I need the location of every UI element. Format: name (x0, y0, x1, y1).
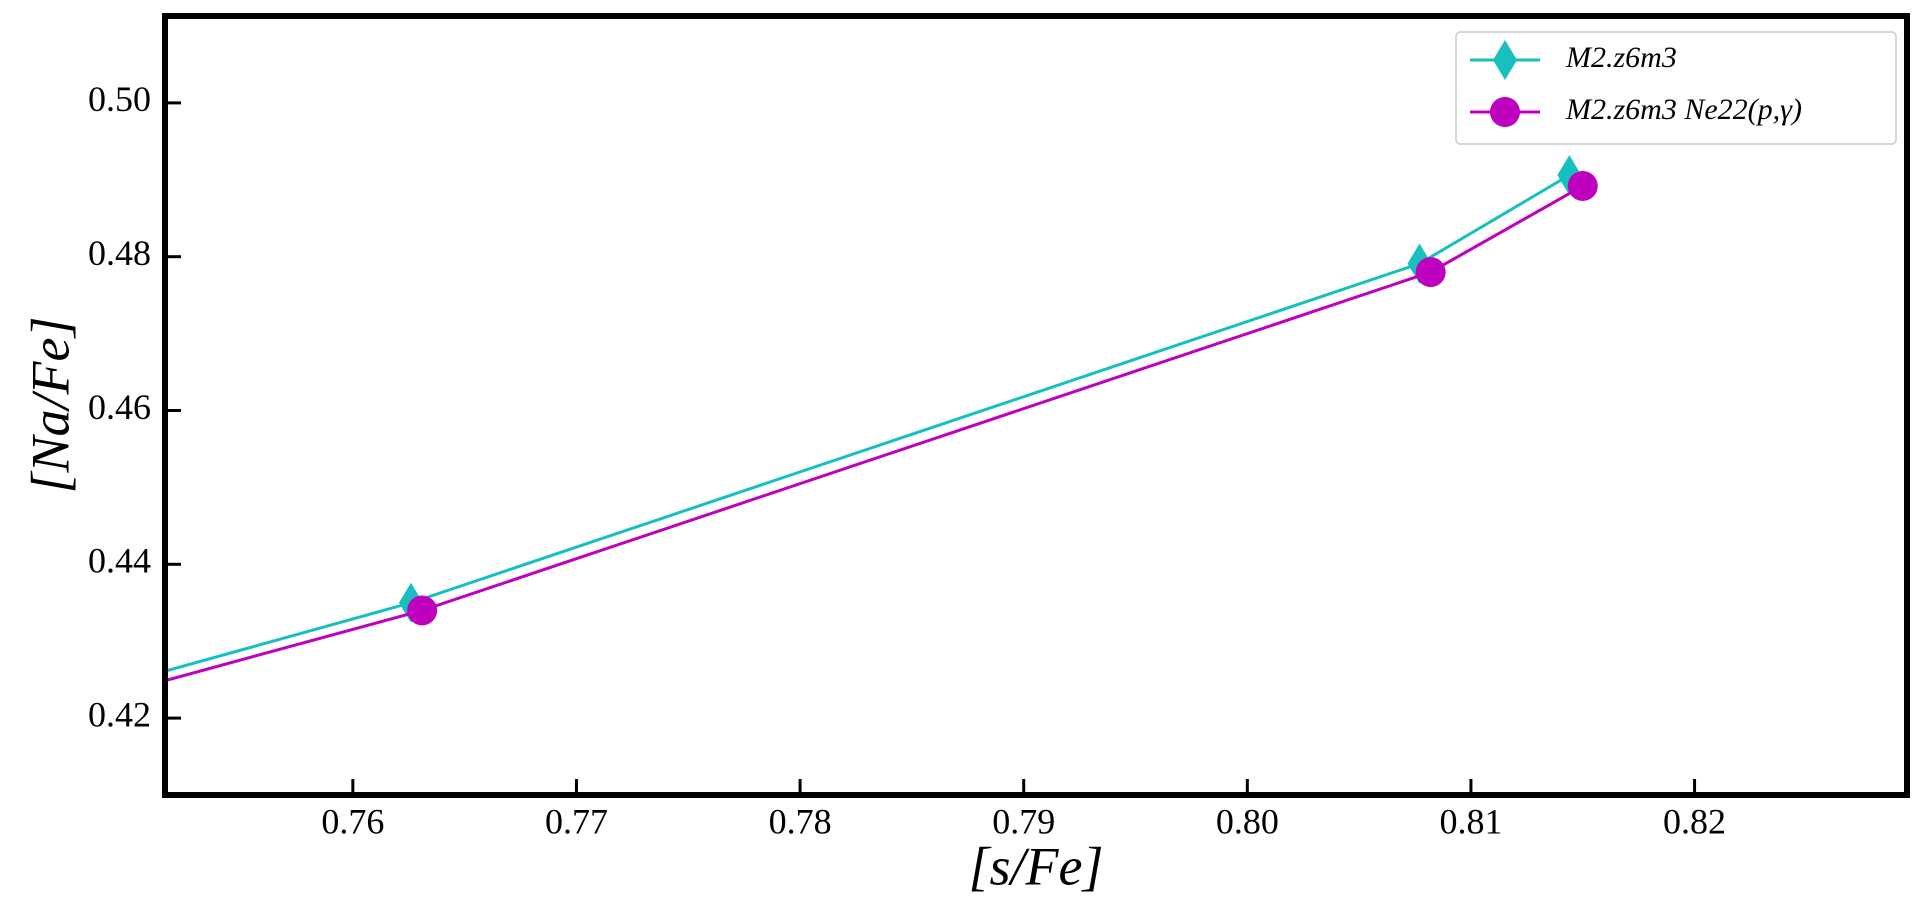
series-line (165, 173, 1571, 673)
x-axis-label: [s/Fe] (969, 836, 1104, 896)
y-tick-label: 0.46 (88, 387, 151, 427)
y-tick-label: 0.42 (88, 694, 151, 734)
x-tick-label: 0.78 (769, 801, 832, 841)
y-tick-label: 0.44 (88, 541, 151, 581)
x-tick-label: 0.81 (1439, 801, 1502, 841)
legend-label: M2.z6m3 (1565, 41, 1677, 74)
y-tick-label: 0.50 (88, 79, 151, 119)
axes-frame (162, 13, 1910, 798)
marker (1567, 170, 1598, 201)
marker (407, 595, 438, 626)
plot-area (165, 155, 1598, 683)
legend-marker (1490, 97, 1520, 127)
series-line (165, 184, 1584, 683)
x-tick-label: 0.80 (1216, 801, 1279, 841)
y-tick-label: 0.48 (88, 233, 151, 273)
marker (1415, 257, 1446, 288)
y-axis-label: [Na/Fe] (20, 316, 80, 493)
legend-box (1455, 31, 1897, 145)
x-tick-label: 0.82 (1663, 801, 1726, 841)
legend-marker (1493, 40, 1517, 80)
x-tick-label: 0.79 (992, 801, 1055, 841)
x-tick-label: 0.76 (321, 801, 384, 841)
legend-label: M2.z6m3 Ne22(p,γ) (1565, 93, 1802, 126)
x-tick-label: 0.77 (545, 801, 608, 841)
